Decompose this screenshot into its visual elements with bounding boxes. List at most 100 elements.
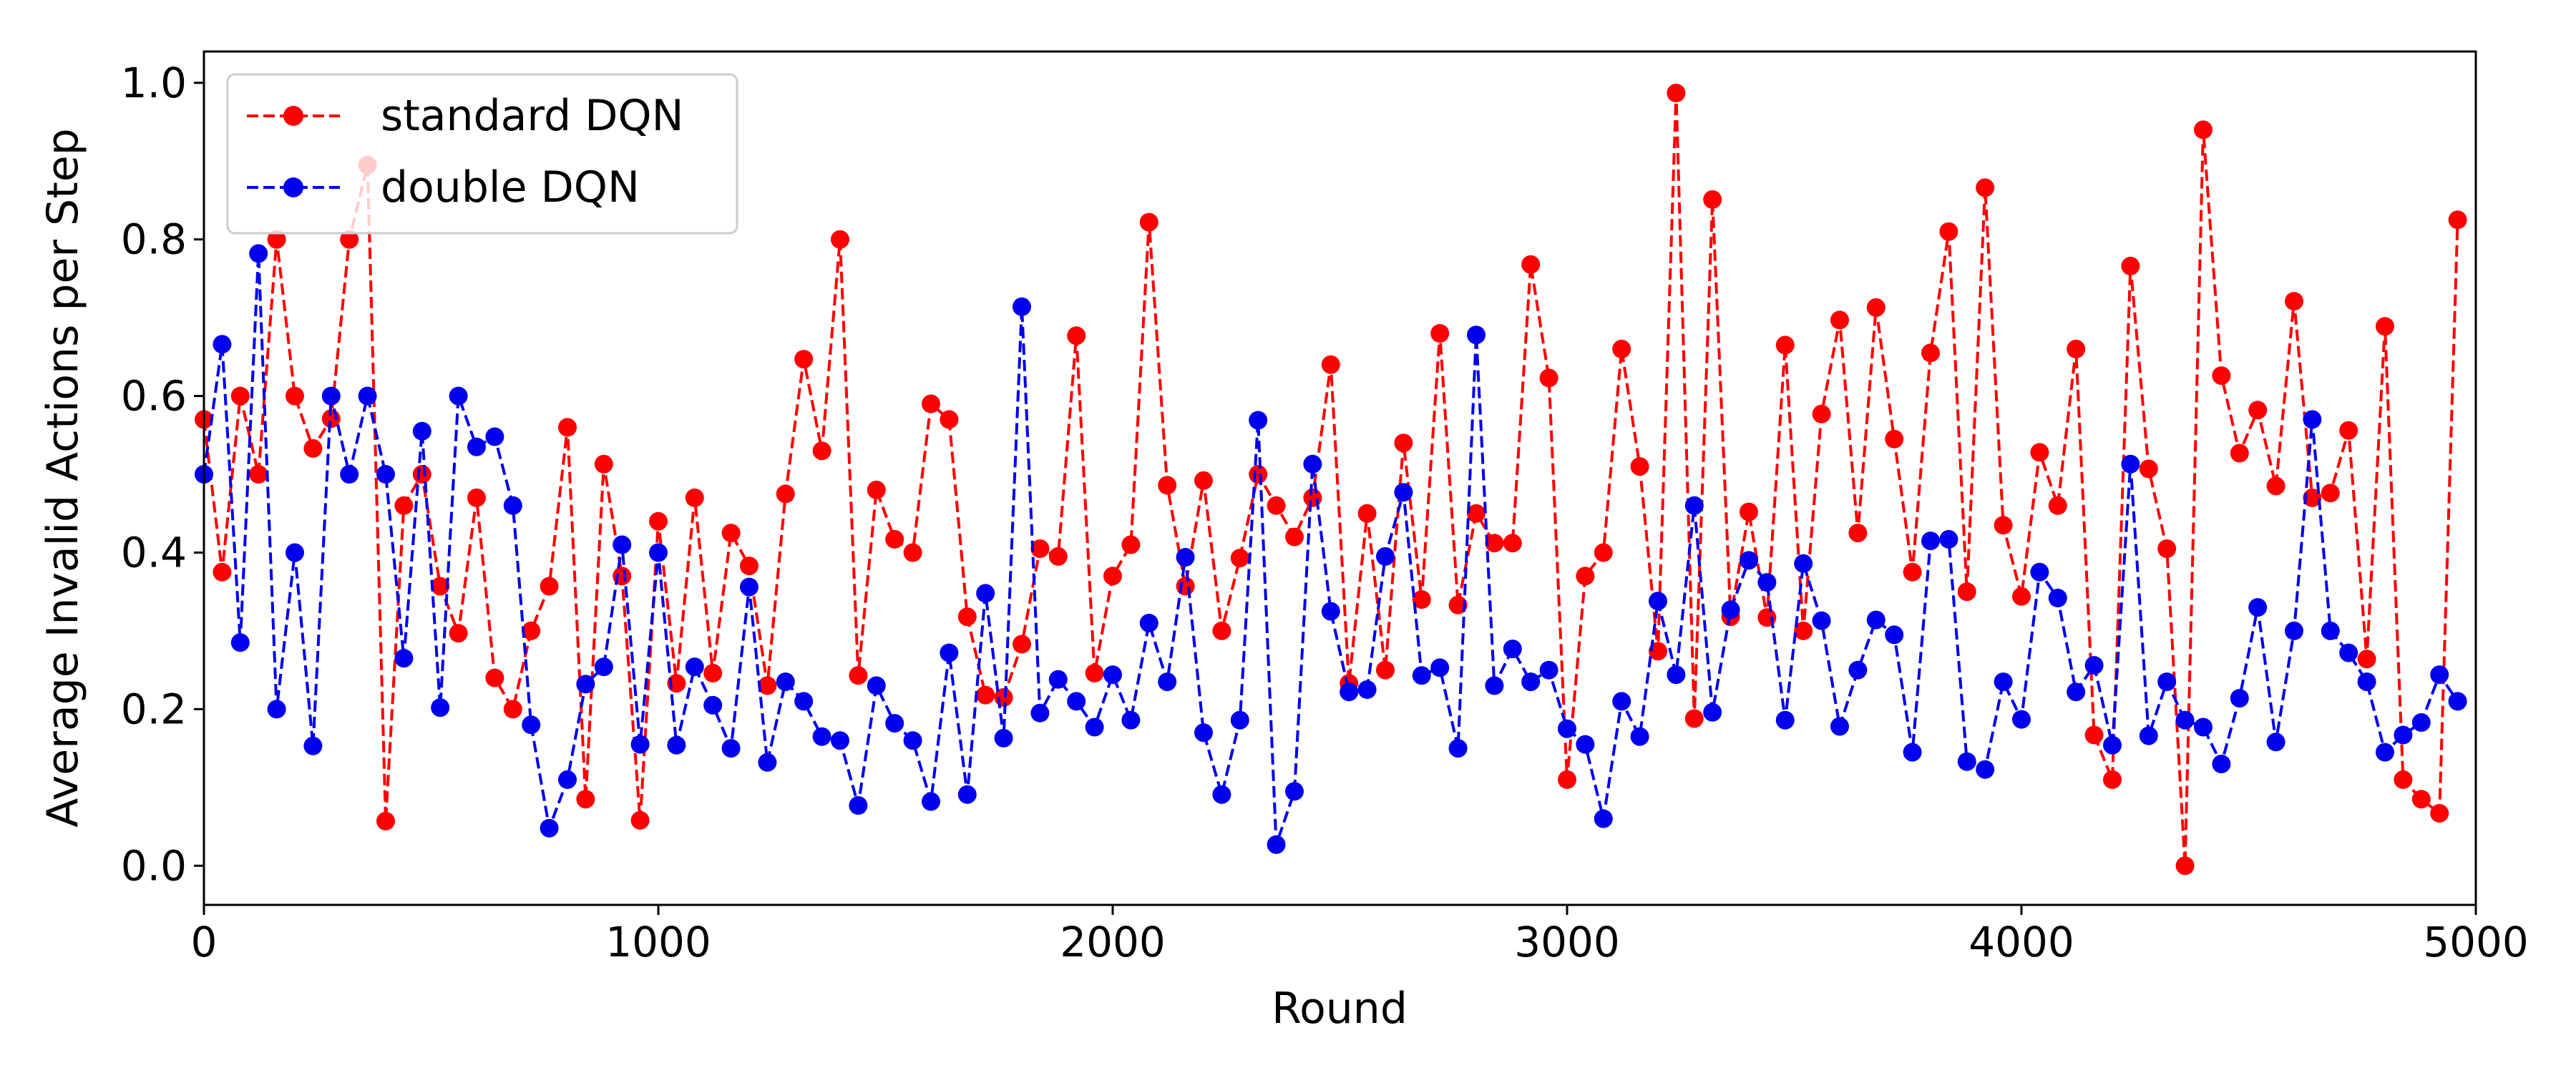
data-point-standard-dqn bbox=[503, 700, 522, 719]
data-point-standard-dqn bbox=[1267, 496, 1286, 515]
data-point-standard-dqn bbox=[2030, 443, 2049, 462]
data-point-double-dqn bbox=[540, 818, 559, 838]
data-point-double-dqn bbox=[1430, 658, 1450, 677]
legend: standard DQN double DQN bbox=[226, 73, 738, 235]
data-point-standard-dqn bbox=[1067, 326, 1086, 346]
data-point-double-dqn bbox=[267, 700, 286, 719]
data-point-double-dqn bbox=[1394, 483, 1413, 502]
data-point-double-dqn bbox=[1558, 719, 1576, 738]
data-point-standard-dqn bbox=[1976, 178, 1995, 197]
data-point-double-dqn bbox=[667, 735, 686, 755]
data-point-standard-dqn bbox=[2048, 496, 2067, 515]
data-point-standard-dqn bbox=[1576, 567, 1595, 586]
data-point-standard-dqn bbox=[1830, 310, 1849, 330]
data-point-double-dqn bbox=[794, 692, 814, 711]
data-point-standard-dqn bbox=[2248, 401, 2268, 420]
data-point-standard-dqn bbox=[576, 790, 595, 809]
data-point-standard-dqn bbox=[1394, 433, 1413, 453]
data-point-double-dqn bbox=[230, 633, 250, 652]
plot-series bbox=[195, 84, 2467, 876]
data-point-double-dqn bbox=[1521, 672, 1541, 692]
data-point-double-dqn bbox=[2248, 598, 2268, 617]
data-point-double-dqn bbox=[2012, 710, 2031, 729]
data-point-standard-dqn bbox=[1048, 547, 1068, 566]
data-point-double-dqn bbox=[249, 244, 268, 263]
data-point-standard-dqn bbox=[957, 607, 977, 627]
data-point-standard-dqn bbox=[1249, 465, 1268, 484]
data-point-standard-dqn bbox=[303, 438, 323, 458]
data-point-double-dqn bbox=[2157, 672, 2177, 692]
data-point-standard-dqn bbox=[1885, 429, 1904, 449]
data-point-double-dqn bbox=[340, 465, 359, 484]
data-point-double-dqn bbox=[2394, 725, 2413, 745]
x-tick-label: 4000 bbox=[1968, 918, 2074, 966]
y-tick-label: 0.0 bbox=[121, 841, 187, 890]
data-point-double-dqn bbox=[776, 672, 795, 692]
data-point-standard-dqn bbox=[1957, 582, 1976, 602]
legend-label-standard-dqn: standard DQN bbox=[381, 91, 684, 141]
data-point-standard-dqn bbox=[1230, 549, 1249, 568]
data-point-standard-dqn bbox=[522, 621, 541, 640]
data-point-double-dqn bbox=[685, 657, 704, 677]
data-point-standard-dqn bbox=[2394, 770, 2413, 789]
data-point-standard-dqn bbox=[812, 441, 831, 461]
data-point-double-dqn bbox=[376, 465, 395, 484]
data-point-double-dqn bbox=[1230, 710, 1249, 730]
data-point-standard-dqn bbox=[230, 386, 250, 406]
data-point-double-dqn bbox=[1303, 454, 1322, 474]
data-point-double-dqn bbox=[431, 698, 450, 717]
data-point-double-dqn bbox=[2230, 689, 2249, 708]
data-point-standard-dqn bbox=[1521, 255, 1541, 274]
data-point-standard-dqn bbox=[1121, 535, 1141, 554]
data-point-double-dqn bbox=[1794, 554, 1813, 573]
data-point-double-dqn bbox=[831, 731, 849, 750]
data-point-standard-dqn bbox=[412, 465, 431, 484]
x-tick-label: 3000 bbox=[1514, 918, 1620, 966]
data-point-standard-dqn bbox=[831, 230, 849, 249]
data-point-standard-dqn bbox=[867, 480, 886, 499]
data-point-double-dqn bbox=[2067, 682, 2086, 702]
data-point-double-dqn bbox=[558, 770, 577, 789]
data-point-standard-dqn bbox=[2357, 650, 2376, 669]
data-point-double-dqn bbox=[467, 437, 486, 456]
data-point-standard-dqn bbox=[794, 350, 814, 369]
data-point-double-dqn bbox=[321, 386, 341, 406]
data-point-standard-dqn bbox=[1467, 504, 1485, 523]
data-point-double-dqn bbox=[2103, 735, 2122, 755]
y-axis: 0.0 0.2 0.4 0.6 0.8 1.0 bbox=[121, 59, 204, 890]
data-point-standard-dqn bbox=[2303, 488, 2322, 507]
data-point-double-dqn bbox=[2194, 717, 2212, 737]
data-point-standard-dqn bbox=[2230, 444, 2249, 463]
data-point-double-dqn bbox=[1649, 592, 1667, 611]
data-point-double-dqn bbox=[1085, 717, 1104, 737]
data-point-standard-dqn bbox=[758, 676, 777, 695]
data-point-standard-dqn bbox=[776, 484, 795, 504]
data-point-double-dqn bbox=[1775, 710, 1795, 730]
data-point-double-dqn bbox=[2303, 410, 2322, 429]
data-point-double-dqn bbox=[1176, 548, 1195, 567]
data-point-double-dqn bbox=[522, 715, 541, 735]
y-tick-label: 0.6 bbox=[121, 372, 187, 421]
data-point-double-dqn bbox=[1103, 665, 1122, 685]
data-point-double-dqn bbox=[1903, 743, 1922, 762]
data-point-standard-dqn bbox=[1430, 324, 1450, 343]
data-point-standard-dqn bbox=[1594, 543, 1613, 562]
data-point-standard-dqn bbox=[540, 577, 559, 596]
data-point-double-dqn bbox=[1703, 702, 1722, 722]
data-point-standard-dqn bbox=[2139, 459, 2158, 479]
data-point-double-dqn bbox=[1994, 672, 2013, 692]
data-point-standard-dqn bbox=[630, 810, 650, 830]
data-point-standard-dqn bbox=[1303, 488, 1322, 507]
data-point-standard-dqn bbox=[1794, 621, 1813, 640]
y-tick-label: 0.4 bbox=[121, 528, 187, 577]
data-point-standard-dqn bbox=[594, 454, 613, 474]
data-point-standard-dqn bbox=[940, 410, 959, 429]
data-point-standard-dqn bbox=[286, 386, 304, 406]
data-point-standard-dqn bbox=[649, 511, 668, 531]
data-point-double-dqn bbox=[1340, 682, 1359, 702]
data-point-standard-dqn bbox=[2411, 790, 2431, 809]
data-point-double-dqn bbox=[1612, 692, 1631, 711]
data-point-standard-dqn bbox=[885, 529, 904, 549]
data-point-standard-dqn bbox=[376, 811, 395, 831]
